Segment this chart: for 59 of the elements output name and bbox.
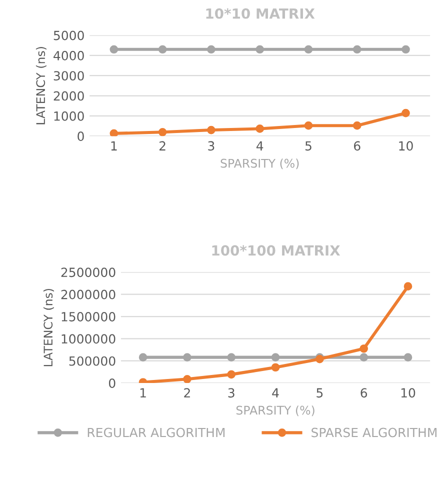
x-axis-title: SPARSITY (%) (236, 406, 314, 416)
y-axis-title: LATENCY (ns) (43, 288, 54, 366)
point (352, 45, 362, 54)
y-tick-label: 4000 (54, 50, 84, 60)
x-tick-label: 2 (184, 388, 190, 398)
y-tick-label: 1500000 (62, 312, 116, 322)
point (110, 45, 118, 54)
y-tick-label: 1000 (54, 111, 84, 121)
point (227, 353, 236, 362)
x-tick-label: 3 (228, 388, 234, 398)
x-tick-label: 6 (360, 388, 368, 398)
point (360, 353, 368, 362)
point (304, 121, 313, 130)
point (183, 374, 192, 384)
point (271, 353, 280, 362)
chart-title: 100*100 MATRIX (212, 245, 340, 256)
x-tick-label: 5 (316, 388, 323, 398)
x-tick-label: 5 (305, 141, 312, 151)
x-tick-label: 10 (401, 388, 416, 398)
y-tick-label: 0 (78, 132, 84, 142)
y-tick-label: 1000000 (62, 334, 116, 344)
y-axis-title: LATENCY (ns) (36, 47, 46, 124)
x-tick-label: 4 (256, 141, 264, 150)
point (110, 129, 118, 136)
point (207, 126, 216, 134)
x-tick-label: 2 (160, 141, 166, 150)
x-tick-label: 4 (272, 388, 279, 398)
y-tick-label: 2000000 (61, 290, 116, 300)
y-tick-label: 500000 (69, 356, 116, 366)
point (404, 353, 412, 362)
x-tick-label: 1 (111, 141, 117, 150)
x-tick-label: 6 (354, 141, 360, 151)
point (158, 128, 167, 136)
point (256, 45, 264, 54)
point (352, 121, 362, 130)
legend-label: REGULAR ALGORITHM (88, 428, 225, 438)
point (360, 344, 368, 353)
chart-title: 10*10 MATRIX (206, 8, 315, 19)
y-tick-label: 5000 (54, 30, 84, 40)
point (271, 363, 280, 372)
x-axis-title: SPARSITY (%) (220, 158, 299, 170)
point (402, 45, 410, 54)
point (227, 370, 236, 379)
point (207, 45, 216, 54)
point (402, 108, 410, 118)
y-tick-label: 0 (108, 378, 116, 388)
x-tick-label: 1 (140, 388, 146, 398)
x-tick-label: 10 (399, 141, 413, 151)
y-tick-label: 2500000 (61, 268, 116, 278)
x-tick-label: 3 (208, 141, 214, 151)
point (158, 45, 167, 54)
point (256, 124, 264, 133)
y-tick-label: 3000 (54, 71, 84, 81)
point (138, 353, 148, 362)
legend-label: SPARSE ALGORITHM (312, 428, 436, 438)
y-tick-label: 2000 (54, 91, 84, 101)
point (404, 282, 412, 291)
point (183, 353, 192, 362)
point (304, 45, 313, 54)
